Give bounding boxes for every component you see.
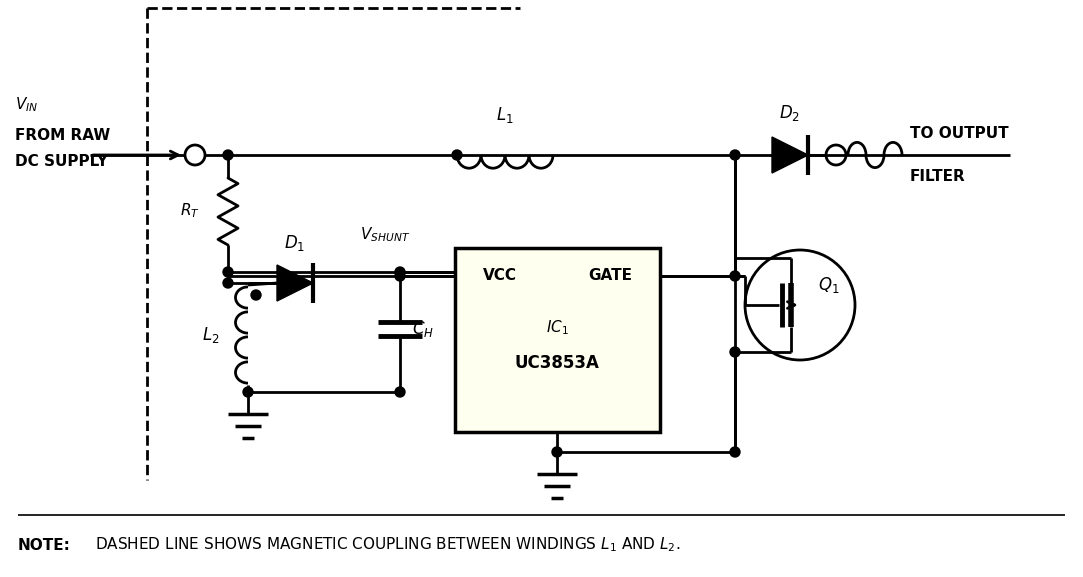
- Text: VCC: VCC: [483, 268, 517, 283]
- Circle shape: [223, 150, 233, 160]
- Circle shape: [223, 267, 233, 277]
- Text: DC SUPPLY: DC SUPPLY: [15, 155, 108, 170]
- Circle shape: [395, 387, 405, 397]
- Polygon shape: [277, 265, 313, 301]
- Text: $D_1$: $D_1$: [285, 233, 305, 253]
- Text: DASHED LINE SHOWS MAGNETIC COUPLING BETWEEN WINDINGS $L_1$ AND $L_2$.: DASHED LINE SHOWS MAGNETIC COUPLING BETW…: [95, 535, 680, 554]
- Text: $V_{SHUNT}$: $V_{SHUNT}$: [360, 226, 410, 244]
- Bar: [455, 248, 660, 432]
- Text: UC3853A: UC3853A: [514, 354, 599, 372]
- Circle shape: [223, 278, 233, 288]
- Circle shape: [730, 150, 740, 160]
- Polygon shape: [772, 137, 808, 173]
- Circle shape: [552, 447, 562, 457]
- Circle shape: [395, 271, 405, 281]
- Text: $IC_1$: $IC_1$: [546, 319, 569, 338]
- Circle shape: [251, 290, 261, 300]
- Text: $C_H$: $C_H$: [412, 319, 434, 339]
- Text: TO OUTPUT: TO OUTPUT: [910, 126, 1008, 141]
- Text: $Q_1$: $Q_1$: [818, 275, 839, 295]
- Text: FROM RAW: FROM RAW: [15, 128, 110, 143]
- Text: $R_T$: $R_T$: [180, 201, 200, 220]
- Text: FILTER: FILTER: [910, 169, 966, 184]
- Text: GATE: GATE: [588, 268, 632, 283]
- Text: $L_1$: $L_1$: [496, 105, 513, 125]
- Circle shape: [452, 150, 462, 160]
- Circle shape: [730, 347, 740, 357]
- Text: $V_{IN}$: $V_{IN}$: [15, 96, 38, 114]
- Text: NOTE:: NOTE:: [18, 538, 70, 553]
- Text: $D_2$: $D_2$: [780, 103, 800, 123]
- Text: $L_2$: $L_2$: [203, 325, 220, 345]
- Circle shape: [243, 387, 253, 397]
- Circle shape: [730, 271, 740, 281]
- Circle shape: [395, 267, 405, 277]
- Circle shape: [730, 447, 740, 457]
